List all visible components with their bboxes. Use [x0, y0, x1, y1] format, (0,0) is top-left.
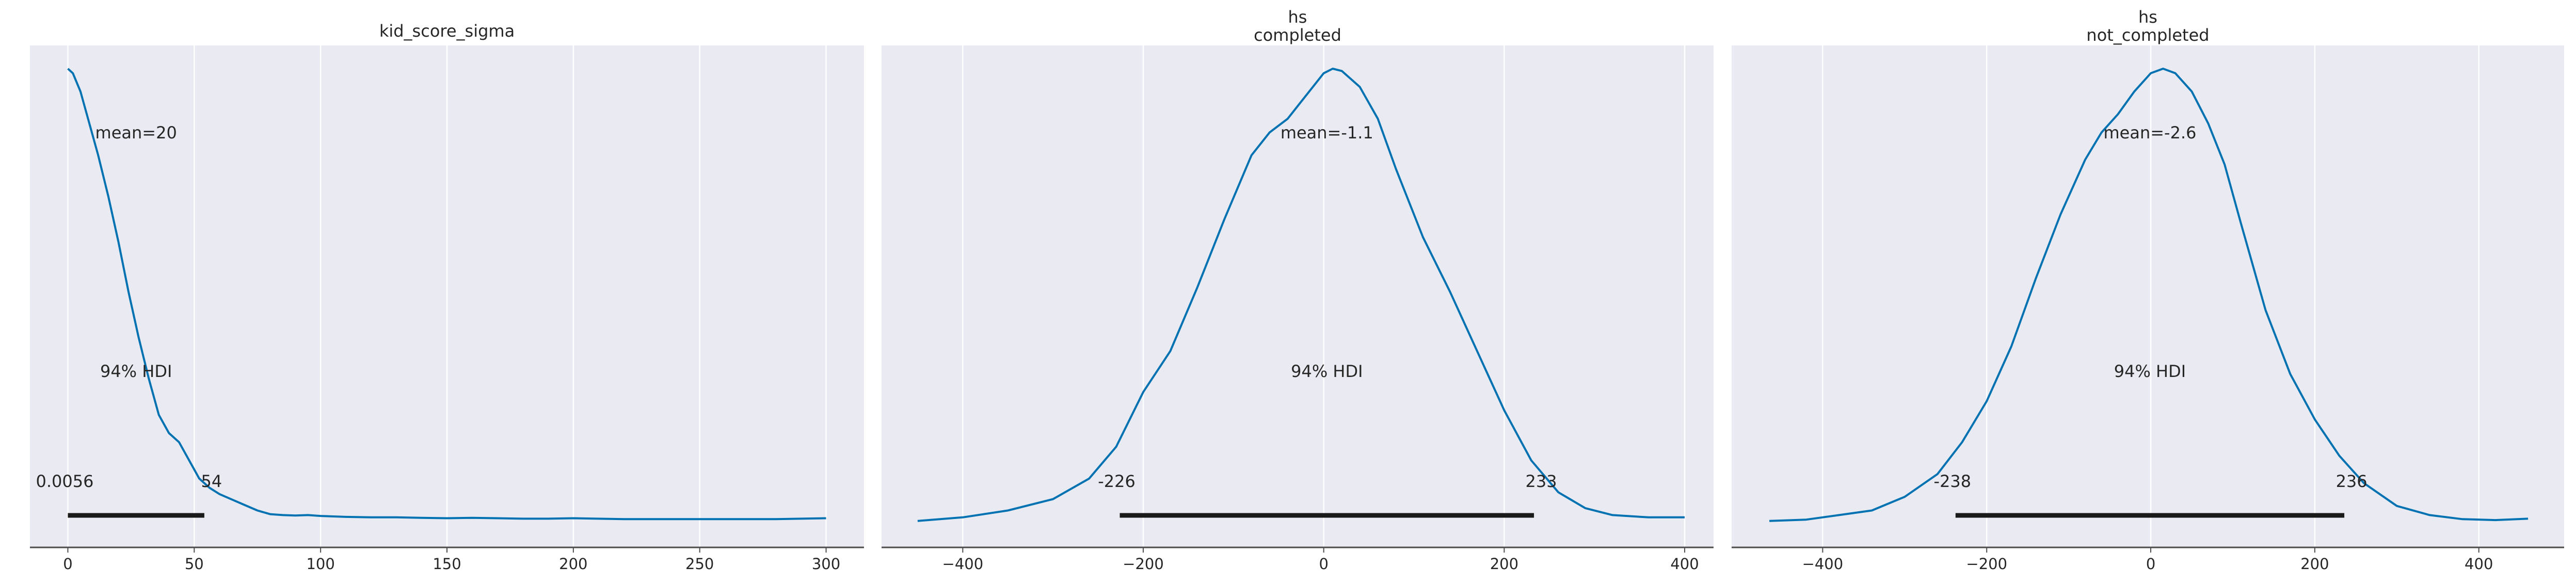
- x-tick-label: −200: [1966, 555, 2007, 573]
- x-tick-label: 250: [685, 555, 714, 573]
- panel-1: 0 50 100 150 200 250 300 kid_score_sigma 0.0056 5…: [30, 21, 864, 573]
- panel-title: hs: [1288, 7, 1307, 27]
- hdi-high-label: 236: [2336, 471, 2367, 491]
- x-tick-label: 150: [433, 555, 461, 573]
- x-tick-label: 400: [2465, 555, 2493, 573]
- kde-curve: [67, 68, 826, 521]
- panel-title: kid_score_sigma: [379, 21, 515, 41]
- x-tick-label: 200: [2300, 555, 2329, 573]
- hdi-low-label: -226: [1098, 471, 1135, 491]
- x-tick-label: 400: [1670, 555, 1699, 573]
- x-tick-label: 200: [559, 555, 587, 573]
- x-tick-label: 0: [2146, 555, 2155, 573]
- hdi-low-label: -238: [1934, 471, 1972, 491]
- x-tick-label: 200: [1490, 555, 1518, 573]
- panel-title: completed: [1254, 25, 1341, 45]
- x-tick-label: −400: [942, 555, 984, 573]
- plot-area: [882, 45, 1714, 547]
- mean-label: mean=20: [95, 123, 177, 143]
- x-tick-label: 300: [812, 555, 840, 573]
- x-tick-label: 100: [306, 555, 334, 573]
- mean-label: mean=-1.1: [1281, 123, 1373, 143]
- plot-area: [1732, 45, 2564, 547]
- hdi-caption: 94% HDI: [2114, 361, 2186, 381]
- x-tick-label: 50: [185, 555, 204, 573]
- x-tick-label: 0: [63, 555, 72, 573]
- x-tick-label: −400: [1802, 555, 1844, 573]
- hdi-caption: 94% HDI: [1291, 361, 1363, 381]
- kde-curve: [917, 68, 1685, 522]
- panel-title: not_completed: [2086, 25, 2209, 45]
- hdi-low-label: 0.0056: [36, 471, 93, 491]
- mean-label: mean=-2.6: [2103, 123, 2196, 143]
- hdi-high-label: 54: [201, 471, 222, 491]
- x-tick-label: 0: [1319, 555, 1328, 573]
- kde-curve: [1769, 68, 2529, 522]
- hdi-high-label: 233: [1526, 471, 1557, 491]
- panel-title: hs: [2138, 7, 2157, 27]
- x-tick-label: −200: [1123, 555, 1164, 573]
- hdi-caption: 94% HDI: [100, 361, 172, 381]
